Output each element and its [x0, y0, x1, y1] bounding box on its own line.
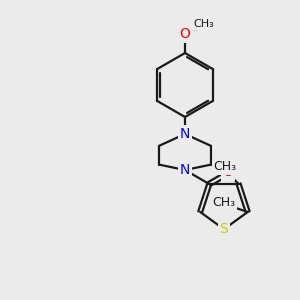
Text: CH₃: CH₃ [212, 196, 235, 209]
Text: N: N [180, 163, 190, 177]
Text: O: O [180, 27, 190, 41]
Text: S: S [220, 222, 228, 236]
Text: CH₃: CH₃ [194, 19, 214, 29]
Text: N: N [180, 127, 190, 141]
Text: CH₃: CH₃ [213, 160, 236, 173]
Text: O: O [222, 165, 233, 179]
